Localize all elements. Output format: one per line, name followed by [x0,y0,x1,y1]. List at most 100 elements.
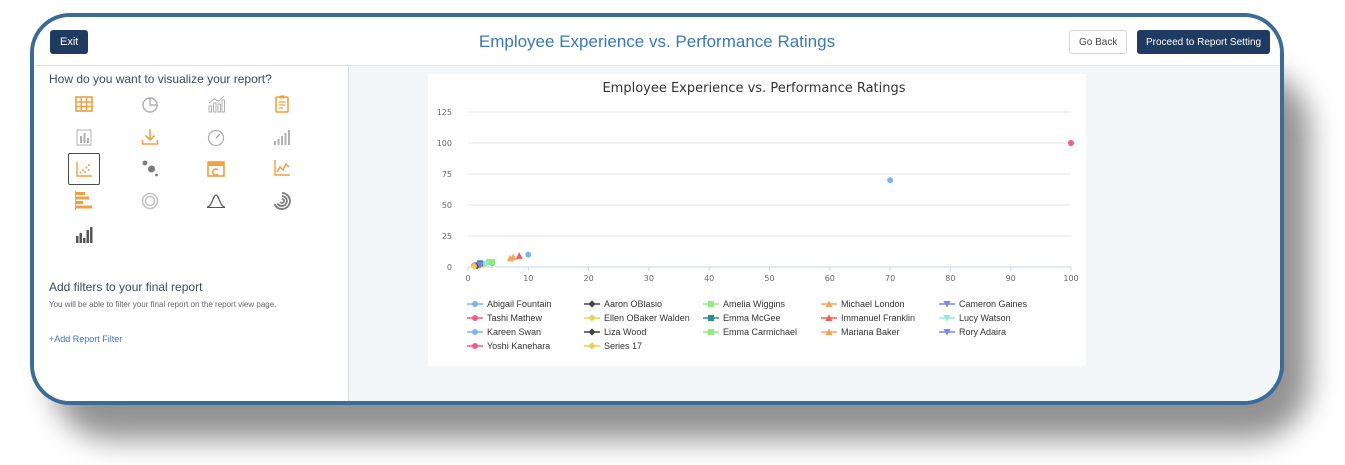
legend-marker[interactable] [943,328,951,336]
legend-marker[interactable] [588,327,596,336]
legend-marker[interactable] [825,299,833,307]
legend-item[interactable]: Yoshi Kanehara [466,339,550,352]
data-point[interactable] [482,260,490,268]
x-tick-label: 50 [764,274,774,283]
chart-type-spiral-gauge[interactable] [268,187,296,215]
chart-type-pie[interactable] [136,90,164,118]
horizontal-bar-chart-icon [75,191,92,210]
legend-item[interactable]: Immanuel Franklin [820,311,915,324]
legend-marker[interactable] [943,300,951,308]
chart-type-bubble[interactable] [136,154,164,182]
legend-marker[interactable] [472,314,478,321]
data-point[interactable] [525,251,532,258]
proceed-to-report-setting-button[interactable]: Proceed to Report Setting [1137,30,1271,54]
chart-type-report[interactable] [268,90,296,118]
scatter-chart-icon [76,162,92,177]
data-point[interactable] [515,252,523,259]
legend-item[interactable]: Cameron Gaines [938,297,1027,310]
chart-preview-area: Employee Experience vs. Performance Rati… [349,66,1280,401]
data-point[interactable] [476,262,484,269]
legend-item[interactable]: Mariana Baker [820,325,900,338]
visualization-panel: How do you want to visualize your report… [34,66,349,401]
legend-marker[interactable] [708,328,714,335]
data-point[interactable] [887,177,894,184]
add-report-filter-link[interactable]: +Add Report Filter [49,334,123,344]
chart-type-radial-ring[interactable] [136,187,164,215]
chart-type-table[interactable] [70,90,98,118]
legend-symbol [467,342,483,349]
legend-marker[interactable] [708,314,714,321]
legend-symbol [821,327,837,335]
x-tick-label: 100 [1063,274,1078,283]
legend-item[interactable]: Liza Wood [583,325,646,338]
legend-item[interactable]: Kareen Swan [466,325,541,338]
legend-item[interactable]: Lucy Watson [938,311,1011,324]
legend-marker[interactable] [472,328,478,335]
scatter-chart: Employee Experience vs. Performance Rati… [437,81,1079,283]
legend-item[interactable]: Emma Carmichael [702,325,797,338]
chart-card: Employee Experience vs. Performance Rati… [428,74,1086,366]
x-tick-label: 90 [1006,274,1016,283]
filters-title: Add filters to your final report [49,280,203,294]
legend-symbol [939,328,955,336]
legend-item[interactable]: Aaron OBlasio [583,297,662,310]
legend-marker[interactable] [472,342,478,349]
line-chart-icon [274,160,290,176]
filters-note: You will be able to filter your final re… [49,300,277,309]
calendar-icon [207,161,225,177]
bubble-chart-icon [142,160,158,177]
legend-marker[interactable] [825,313,833,321]
chart-type-column[interactable] [70,123,98,151]
column-chart-icon [76,129,92,146]
legend-marker[interactable] [588,341,596,350]
legend-marker[interactable] [472,300,478,307]
legend-item[interactable]: Tashi Mathew [466,311,542,324]
legend-marker[interactable] [588,299,596,308]
legend-symbol [584,299,600,308]
y-tick-label: 0 [447,263,452,272]
legend-marker[interactable] [708,300,714,307]
chart-type-bar-line[interactable] [202,90,230,118]
legend-item[interactable]: Abigail Fountain [466,297,552,310]
legend-label: Yoshi Kanehara [487,340,551,351]
legend-marker[interactable] [943,314,951,322]
legend-item[interactable]: Series 17 [583,339,642,352]
go-back-button[interactable]: Go Back [1069,30,1128,54]
legend-label: Emma McGee [723,312,781,323]
pie-chart-icon [142,97,158,113]
legend-symbol [703,328,719,335]
y-tick-label: 100 [437,139,452,148]
legend-marker[interactable] [825,327,833,335]
legend-label: Aaron OBlasio [604,298,663,309]
chart-type-horizontal-bar[interactable] [70,187,98,215]
legend-item[interactable]: Michael London [820,297,905,310]
chart-type-histogram[interactable] [70,221,98,249]
legend-symbol [821,313,837,321]
chart-type-line[interactable] [268,154,296,182]
chart-type-bell-curve[interactable] [202,187,230,215]
legend-label: Emma Carmichael [723,326,798,337]
chart-title: Employee Experience vs. Performance Rati… [602,81,905,96]
chart-type-ascending-bars[interactable] [268,123,296,151]
legend-marker[interactable] [588,313,596,322]
table-icon [75,96,93,112]
data-point[interactable] [506,254,514,262]
download-icon [141,129,159,145]
bell-curve-icon [206,194,226,208]
legend-item[interactable]: Amelia Wiggins [702,297,785,310]
legend-label: Rory Adaira [959,326,1007,337]
exit-button[interactable]: Exit [50,30,89,54]
chart-type-grid [68,90,350,260]
data-point[interactable] [1068,140,1074,146]
chart-type-calendar[interactable] [202,154,230,182]
data-point[interactable] [489,259,496,266]
legend-item[interactable]: Emma McGee [702,311,781,324]
legend-item[interactable]: Rory Adaira [938,325,1006,338]
chart-type-download[interactable] [136,123,164,151]
legend-item[interactable]: Ellen OBaker Walden [583,311,690,324]
legend-label: Michael London [841,298,905,309]
data-point[interactable] [486,259,493,266]
ascending-bars-icon [274,130,290,145]
chart-type-gauge[interactable] [202,123,230,151]
chart-type-scatter[interactable] [68,153,100,185]
